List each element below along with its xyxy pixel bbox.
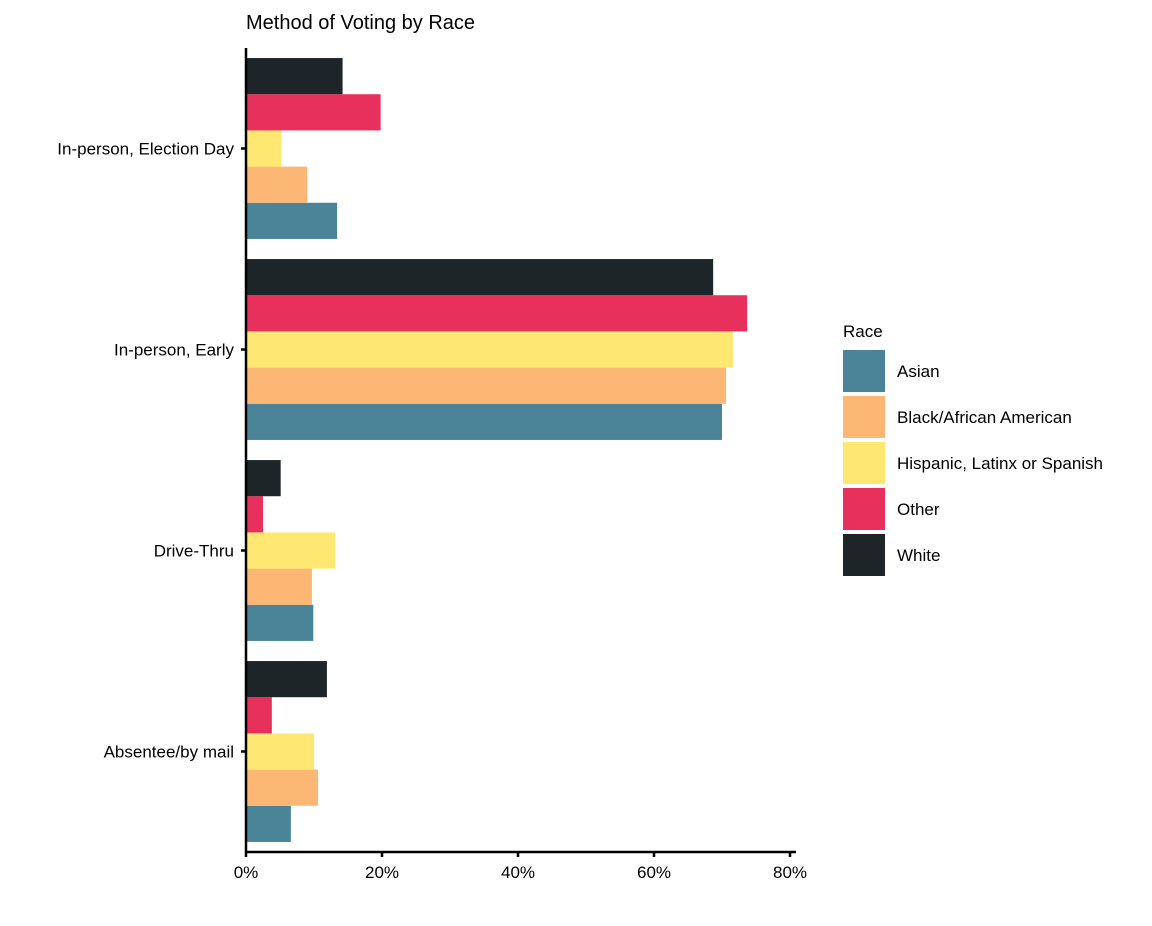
bar-hispanic-latinx-or-spanish xyxy=(246,130,282,167)
x-tick-label: 0% xyxy=(234,863,259,882)
axes-layer: In-person, Election Day In-person, Early D… xyxy=(57,48,807,882)
bar-white xyxy=(246,58,343,95)
legend-label-hispanic-latinx-or-spanish: Hispanic, Latinx or Spanish xyxy=(897,454,1103,473)
chart-title: Method of Voting by Race xyxy=(246,12,475,34)
legend-label-other: Other xyxy=(897,500,940,519)
bar-white xyxy=(246,460,281,497)
bar-asian xyxy=(246,805,291,842)
bar-black-african-american xyxy=(246,367,727,404)
bar-other xyxy=(246,496,263,533)
bar-asian xyxy=(246,202,338,239)
legend-key-other xyxy=(843,488,885,530)
x-tick-label: 60% xyxy=(637,863,671,882)
x-tick-label: 80% xyxy=(773,863,807,882)
bar-other xyxy=(246,295,748,332)
bars-layer xyxy=(246,58,748,842)
bar-black-african-american xyxy=(246,568,312,605)
y-tick-label: Drive-Thru xyxy=(154,542,234,561)
bar-hispanic-latinx-or-spanish xyxy=(246,532,336,569)
bar-white xyxy=(246,259,714,296)
bar-black-african-american xyxy=(246,769,319,806)
legend-title: Race xyxy=(843,322,883,341)
x-tick-label: 40% xyxy=(501,863,535,882)
legend-label-asian: Asian xyxy=(897,362,940,381)
legend: Race Asian Black/African American Hispanic… xyxy=(843,322,1103,576)
legend-key-white xyxy=(843,534,885,576)
bar-hispanic-latinx-or-spanish xyxy=(246,733,314,770)
bar-black-african-american xyxy=(246,166,308,203)
bar-other xyxy=(246,697,272,734)
bar-other xyxy=(246,94,381,131)
y-tick-label: In-person, Early xyxy=(114,341,234,360)
y-tick-label: Absentee/by mail xyxy=(104,743,234,762)
bar-white xyxy=(246,661,327,698)
y-tick-label: In-person, Election Day xyxy=(57,140,234,159)
legend-label-black-african-american: Black/African American xyxy=(897,408,1072,427)
bar-hispanic-latinx-or-spanish xyxy=(246,331,733,368)
x-tick-label: 20% xyxy=(365,863,399,882)
legend-key-hispanic-latinx-or-spanish xyxy=(843,442,885,484)
legend-label-white: White xyxy=(897,546,940,565)
legend-key-black-african-american xyxy=(843,396,885,438)
bar-asian xyxy=(246,604,314,641)
legend-key-asian xyxy=(843,350,885,392)
bar-asian xyxy=(246,403,722,440)
